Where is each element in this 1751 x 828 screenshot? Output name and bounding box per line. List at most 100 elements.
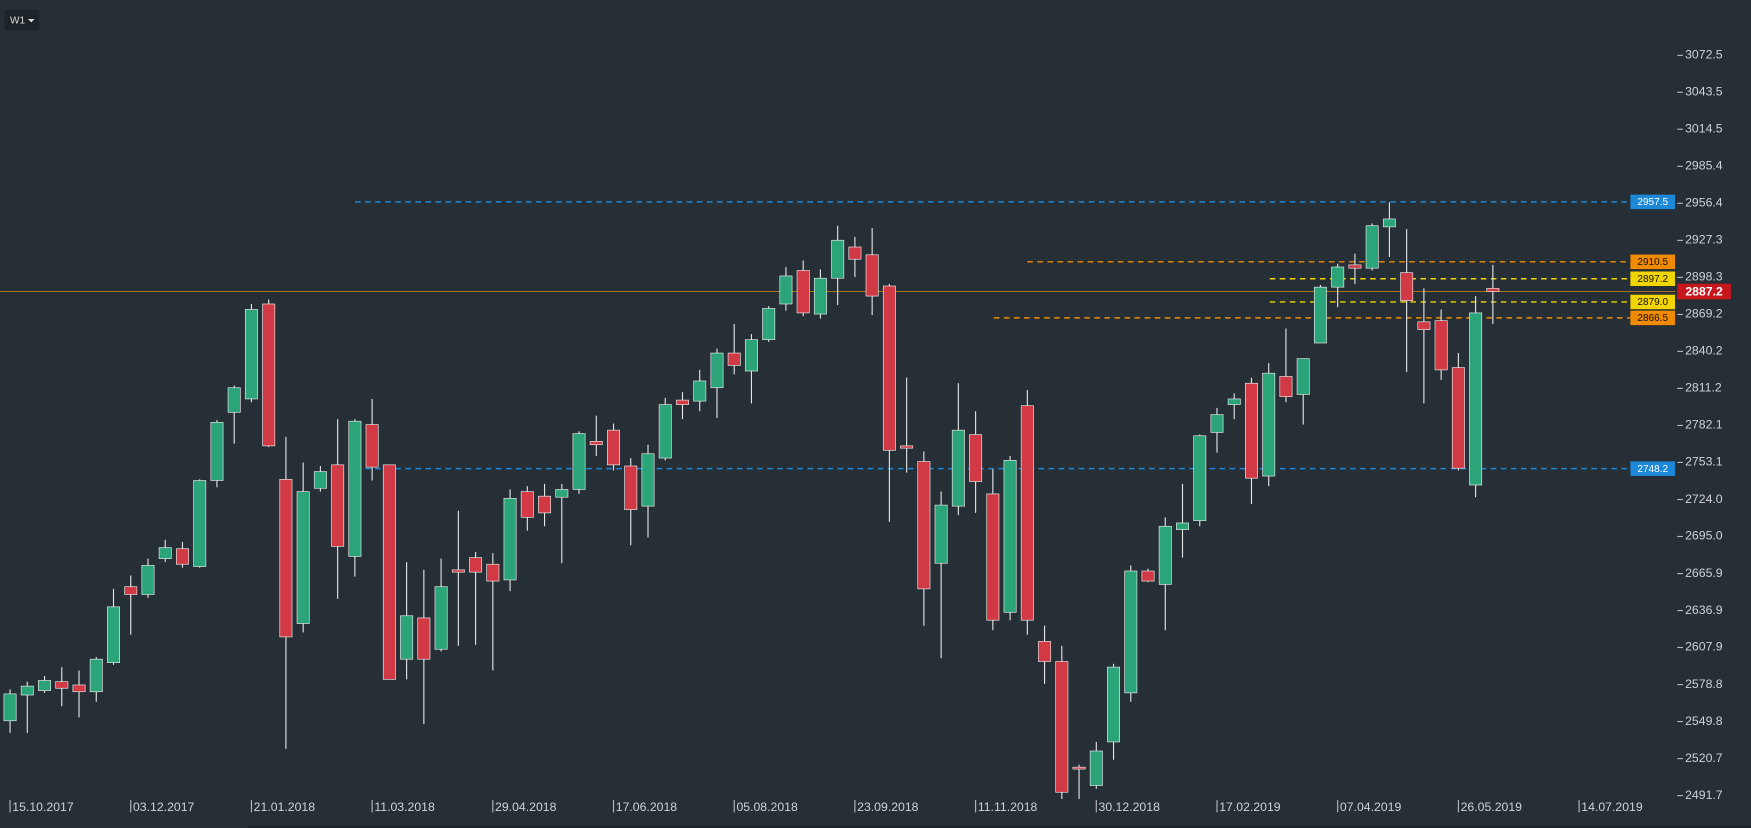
candle xyxy=(779,267,793,311)
level-tag-label: 2897.2 xyxy=(1637,274,1668,285)
candle-body xyxy=(520,491,534,518)
candle xyxy=(1020,390,1034,635)
candle-body xyxy=(796,270,810,314)
candle xyxy=(1417,288,1431,404)
candle xyxy=(555,483,569,564)
level-tag-label: 2748.2 xyxy=(1637,464,1668,475)
candle-body xyxy=(210,422,224,481)
candle-body xyxy=(296,491,310,624)
candle-body xyxy=(107,606,120,663)
candle xyxy=(693,369,707,412)
candle-body xyxy=(434,586,448,650)
y-tick-label: 2811.2 xyxy=(1685,381,1722,395)
candle xyxy=(951,383,965,516)
candle-body xyxy=(503,498,517,581)
candle xyxy=(313,465,327,492)
x-tick-label: 07.04.2019 xyxy=(1340,800,1402,814)
candle xyxy=(865,228,879,316)
y-tick-label: 3014.5 xyxy=(1685,121,1723,135)
y-tick-label: 3072.5 xyxy=(1685,48,1723,62)
candle-body xyxy=(676,399,689,405)
candle xyxy=(1365,223,1379,271)
candle xyxy=(1038,625,1052,684)
y-tick-label: 2927.3 xyxy=(1685,233,1723,247)
candle xyxy=(72,670,86,718)
candle xyxy=(55,667,69,707)
candle xyxy=(348,419,362,577)
candle xyxy=(158,539,172,563)
candle-body xyxy=(469,557,483,573)
candle xyxy=(1382,202,1396,257)
level-tag xyxy=(1630,271,1676,287)
candle xyxy=(3,689,17,734)
x-tick-label: 23.09.2018 xyxy=(857,800,919,814)
y-tick-label: 2491.7 xyxy=(1685,788,1723,802)
candle xyxy=(1296,358,1310,425)
level-tag-label: 2910.5 xyxy=(1637,257,1668,268)
candle xyxy=(624,458,638,546)
y-tick-label: 2549.8 xyxy=(1685,714,1723,728)
y-tick-label: 2724.0 xyxy=(1685,492,1723,506)
candle-body xyxy=(365,424,379,468)
candle xyxy=(969,411,983,513)
candle xyxy=(1262,363,1276,487)
candle-body xyxy=(1382,218,1396,228)
y-tick-label: 2869.2 xyxy=(1685,307,1723,321)
candle xyxy=(538,483,552,527)
candle xyxy=(934,491,948,659)
candle xyxy=(589,415,603,456)
current-price-tag xyxy=(1677,283,1731,300)
candle-body xyxy=(1451,367,1465,469)
y-tick-label: 3043.5 xyxy=(1685,85,1723,99)
candle xyxy=(175,541,189,568)
candle xyxy=(1193,434,1207,527)
candle xyxy=(1107,663,1121,760)
candle xyxy=(38,676,52,693)
candle xyxy=(503,489,517,592)
candle xyxy=(1072,764,1086,800)
candle-body xyxy=(1486,287,1500,292)
level-tag-label: 2866.5 xyxy=(1637,313,1668,324)
candle-body xyxy=(882,285,896,451)
y-tick-label: 2520.7 xyxy=(1685,751,1723,765)
candle-body xyxy=(934,504,948,564)
dropdown-arrow[interactable] xyxy=(27,18,35,23)
candle xyxy=(831,225,845,306)
candle-body xyxy=(1227,398,1241,405)
candle xyxy=(1141,568,1155,583)
candle xyxy=(469,552,483,645)
y-tick-label: 2607.9 xyxy=(1685,640,1723,654)
candle xyxy=(882,283,896,522)
candle-body xyxy=(124,586,138,595)
candle xyxy=(331,419,345,599)
candle xyxy=(1244,377,1258,504)
y-tick-label: 2695.0 xyxy=(1685,529,1723,543)
candle xyxy=(1434,309,1448,380)
timeframe-selector[interactable]: W1 xyxy=(4,10,40,31)
candle-body xyxy=(693,380,707,402)
y-tick-label: 2840.2 xyxy=(1685,344,1723,358)
candle-body xyxy=(572,433,586,490)
candle xyxy=(848,236,862,278)
candle xyxy=(400,562,414,680)
timeframe-button[interactable] xyxy=(4,10,40,31)
x-tick-label: 29.04.2018 xyxy=(495,800,557,814)
candle-body xyxy=(951,429,965,507)
candle xyxy=(641,444,655,538)
candle xyxy=(607,423,620,471)
candle xyxy=(727,323,741,375)
candle-body xyxy=(744,339,758,372)
candle-body xyxy=(1158,525,1172,585)
candle-body xyxy=(641,453,655,507)
candle-body xyxy=(607,429,620,466)
timeframe-label[interactable]: W1 xyxy=(10,15,25,26)
candle xyxy=(89,657,103,702)
candle-body xyxy=(72,684,86,693)
candle-body xyxy=(382,464,396,680)
candle xyxy=(1313,284,1327,344)
candle xyxy=(1451,353,1465,471)
x-tick-label: 11.11.2018 xyxy=(978,800,1038,814)
x-tick-label: 26.05.2019 xyxy=(1461,800,1523,814)
candle-body xyxy=(1176,522,1189,530)
